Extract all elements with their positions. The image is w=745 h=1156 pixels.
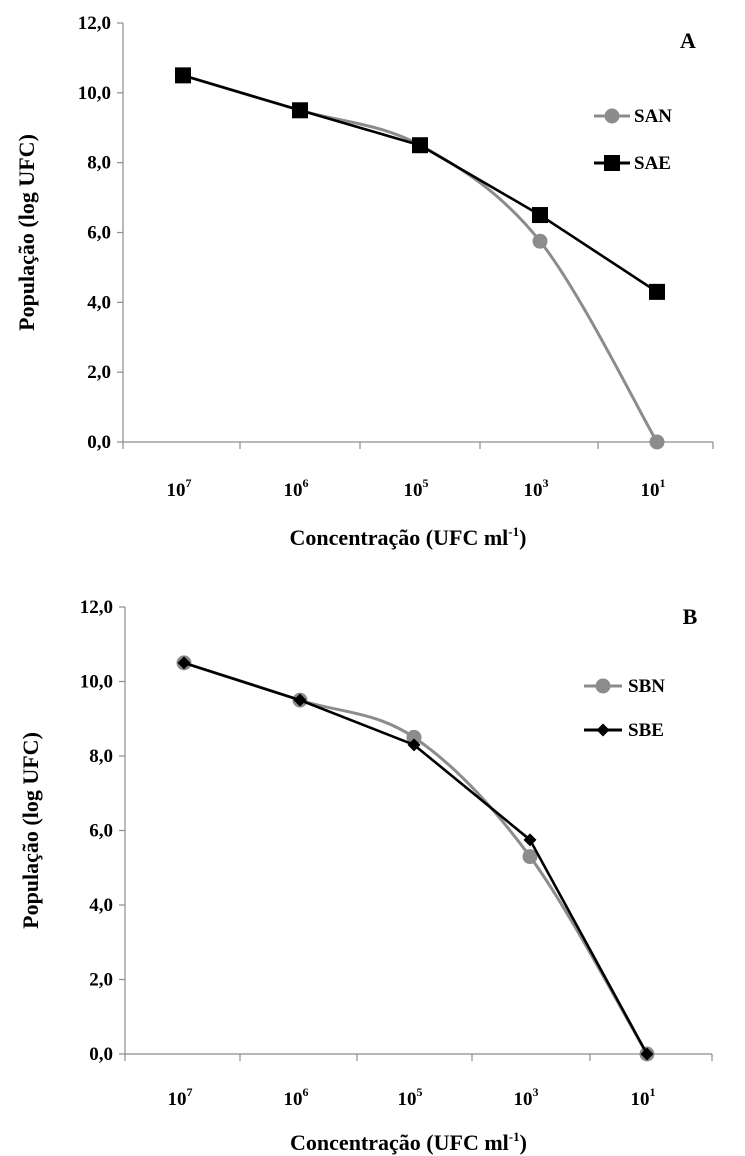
- series-line-sae: [182, 74, 658, 293]
- legend-marker: [604, 155, 620, 171]
- series-line-san: [182, 73, 659, 443]
- y-tick-label: 2,0: [89, 970, 113, 991]
- legend-marker: [604, 108, 620, 124]
- y-tick-label: 8,0: [89, 746, 113, 767]
- x-tick-label: 101: [641, 476, 666, 501]
- legend-item-san: SAN: [594, 106, 672, 127]
- data-point-sae: [175, 67, 191, 84]
- legend-label: SBN: [628, 676, 665, 697]
- y-tick-label: 12,0: [78, 13, 111, 34]
- data-point-san: [649, 434, 665, 450]
- data-point-san: [532, 233, 548, 249]
- y-axis-title: População (log UFC): [18, 732, 43, 929]
- data-point-sae: [292, 102, 308, 119]
- data-point-sbe: [177, 656, 191, 670]
- y-tick-label: 12,0: [80, 597, 113, 618]
- y-tick-label: 6,0: [89, 821, 113, 842]
- panel-label: A: [680, 28, 696, 53]
- x-tick-label: 106: [284, 1085, 309, 1110]
- data-point-sbn: [406, 729, 422, 745]
- x-tick-label: 101: [631, 1085, 656, 1110]
- data-point-sbe: [407, 738, 421, 752]
- chart-b: 0,0 2,0 4,0 6,0 8,0 10,0 12,0 107 106 105 103 101 Co…: [0, 578, 745, 1156]
- x-tick-label: 107: [168, 1085, 193, 1110]
- data-point-sbe: [640, 1047, 654, 1061]
- y-tick-label: 0,0: [89, 1044, 113, 1065]
- series-sbe: [177, 656, 654, 1061]
- data-point-sbn: [522, 849, 538, 865]
- chart-svg: 0,0 2,0 4,0 6,0 8,0 10,0 12,0 107 106 105 103 101 Co…: [14, 13, 714, 550]
- y-tick-label: 4,0: [89, 895, 113, 916]
- chart-a: 0,0 2,0 4,0 6,0 8,0 10,0 12,0 107 106 105 103 101 Co…: [14, 13, 714, 550]
- data-point-sbe: [293, 693, 307, 707]
- data-point-sae: [649, 283, 665, 300]
- y-tick-label: 0,0: [87, 432, 111, 453]
- legend-item-sbn: SBN: [584, 676, 665, 697]
- y-tick-label: 4,0: [87, 292, 111, 313]
- x-tick-label: 103: [524, 476, 549, 501]
- y-tick-label: 2,0: [87, 362, 111, 383]
- series-sae: [175, 67, 665, 300]
- x-axis-title: Concentração (UFC ml-1): [290, 1129, 527, 1155]
- legend-label: SAE: [634, 153, 671, 174]
- y-tick-label: 8,0: [87, 153, 111, 174]
- legend-marker: [595, 678, 611, 694]
- legend-marker: [596, 723, 610, 737]
- y-axis-title: População (log UFC): [14, 134, 39, 331]
- x-tick-label: 106: [284, 476, 309, 501]
- data-point-sae: [412, 137, 428, 154]
- x-tick-label: 105: [398, 1085, 423, 1110]
- data-point-sbe: [523, 833, 537, 847]
- chart-svg: 0,0 2,0 4,0 6,0 8,0 10,0 12,0 107 106 105 103 101 Co…: [18, 597, 713, 1155]
- data-point-sae: [532, 207, 548, 224]
- series-sbn: [176, 655, 655, 1062]
- x-tick-label: 107: [167, 476, 192, 501]
- panel-label: B: [683, 604, 698, 629]
- legend-item-sbe: SBE: [584, 720, 664, 741]
- y-tick-label: 6,0: [87, 223, 111, 244]
- series-line-sbn: [183, 661, 649, 1055]
- legend-label: SBE: [628, 720, 664, 741]
- legend-item-sae: SAE: [594, 153, 671, 174]
- x-tick-label: 103: [514, 1085, 539, 1110]
- y-tick-label: 10,0: [78, 83, 111, 104]
- y-tick-label: 10,0: [80, 672, 113, 693]
- series-san: [175, 67, 665, 450]
- x-axis-title: Concentração (UFC ml-1): [290, 524, 527, 550]
- series-line-sbe: [183, 661, 649, 1055]
- legend-label: SAN: [634, 106, 672, 127]
- x-tick-label: 105: [404, 476, 429, 501]
